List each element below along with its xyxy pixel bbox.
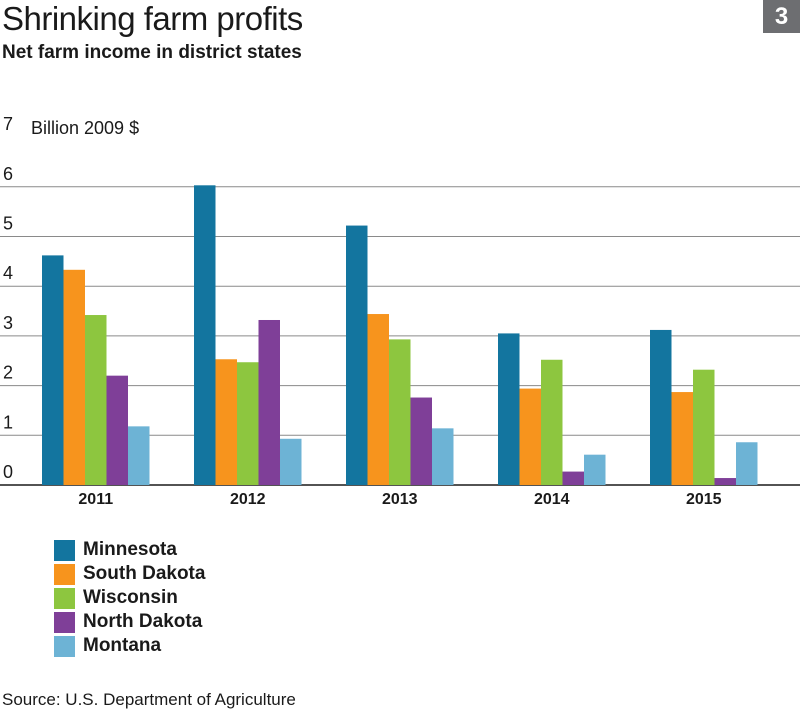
bar-minnesota-2015 [650, 329, 672, 485]
x-tick-label: 2014 [534, 491, 570, 508]
legend-item-minnesota: Minnesota [54, 538, 205, 562]
legend-label: North Dakota [83, 611, 203, 632]
bar-minnesota-2014 [498, 333, 520, 485]
x-tick-label: 2013 [382, 491, 418, 508]
bar-montana-2012 [280, 438, 302, 485]
y-tick-label: 0 [3, 462, 13, 482]
bar-south-dakota-2015 [671, 392, 693, 485]
y-tick-label: 4 [3, 263, 13, 283]
bar-wisconsin-2011 [85, 315, 107, 485]
y-tick-label: 6 [3, 164, 13, 184]
y-axis-label: Billion 2009 $ [31, 118, 139, 138]
bars [42, 185, 758, 486]
bar-north-dakota-2011 [106, 375, 128, 485]
legend: Minnesota South Dakota Wisconsin North Dako… [54, 538, 205, 658]
bar-montana-2014 [584, 454, 606, 485]
legend-label: Minnesota [83, 539, 177, 560]
bar-south-dakota-2011 [63, 269, 85, 485]
bar-minnesota-2012 [194, 185, 216, 485]
y-tick-label: 5 [3, 214, 13, 234]
figure-number-badge: 3 [763, 0, 800, 33]
legend-swatch [54, 611, 75, 633]
legend-swatch [54, 539, 75, 561]
bar-montana-2013 [432, 428, 454, 485]
legend-item-montana: Montana [54, 634, 205, 658]
bar-minnesota-2013 [346, 225, 368, 486]
y-tick-label: 2 [3, 363, 13, 383]
legend-label: Wisconsin [83, 587, 178, 608]
legend-item-wisconsin: Wisconsin [54, 586, 205, 610]
bar-montana-2015 [736, 442, 758, 485]
bar-montana-2011 [128, 426, 150, 485]
y-tick-label: 1 [3, 412, 13, 432]
bar-minnesota-2011 [42, 255, 64, 485]
legend-swatch [54, 635, 75, 657]
legend-swatch [54, 563, 75, 585]
bar-wisconsin-2015 [693, 369, 715, 485]
bar-wisconsin-2013 [389, 339, 411, 485]
bar-north-dakota-2014 [562, 471, 584, 485]
chart-subtitle: Net farm income in district states [2, 42, 302, 63]
x-axis-ticks: 2011 2012 2013 2014 2015 [78, 491, 721, 508]
bar-south-dakota-2012 [215, 359, 237, 485]
legend-item-south-dakota: South Dakota [54, 562, 205, 586]
legend-swatch [54, 587, 75, 609]
x-tick-label: 2011 [78, 491, 113, 508]
legend-label: Montana [83, 635, 162, 656]
y-tick-label: 3 [3, 313, 13, 333]
bar-wisconsin-2012 [237, 362, 259, 485]
bar-chart: 0 1 2 3 4 5 6 7 Billion 2009 $ 2011 2012 2013 2014… [0, 114, 800, 508]
bar-north-dakota-2013 [410, 397, 432, 485]
y-axis-ticks: 0 1 2 3 4 5 6 7 [3, 114, 13, 482]
x-tick-label: 2012 [230, 491, 266, 508]
x-tick-label: 2015 [686, 491, 722, 508]
legend-item-north-dakota: North Dakota [54, 610, 205, 634]
bar-south-dakota-2014 [519, 388, 541, 485]
bar-wisconsin-2014 [541, 359, 563, 485]
legend-label: South Dakota [83, 563, 206, 584]
bar-north-dakota-2015 [714, 478, 736, 485]
bar-south-dakota-2013 [367, 314, 389, 485]
chart-title: Shrinking farm profits [2, 0, 303, 37]
bar-north-dakota-2012 [258, 319, 280, 485]
y-tick-label: 7 [3, 114, 13, 134]
source-note: Source: U.S. Department of Agriculture [2, 690, 296, 709]
